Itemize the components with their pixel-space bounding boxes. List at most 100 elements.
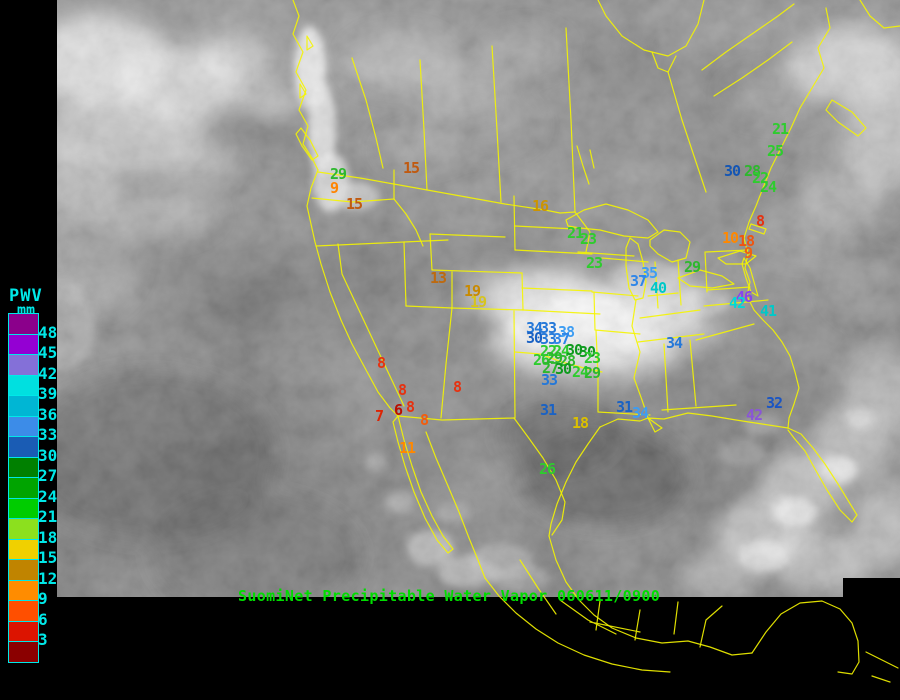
- legend-tick-label: 30: [38, 445, 58, 465]
- station-value: 24: [553, 342, 570, 360]
- station-value: 29: [330, 165, 347, 183]
- station-value: 32: [766, 394, 782, 412]
- station-value: 37: [553, 330, 569, 348]
- station-value: 31: [540, 401, 557, 419]
- legend-tick-label: 12: [38, 568, 58, 588]
- station-value: 34: [666, 334, 683, 352]
- legend-tick-label: 9: [38, 589, 48, 608]
- station-value: 37: [630, 272, 646, 290]
- station-value: 9: [330, 179, 339, 197]
- station-value: 29: [546, 349, 563, 367]
- station-value: 29: [684, 258, 701, 276]
- legend-tick-label: 36: [38, 404, 58, 424]
- legend-swatch: [8, 395, 39, 417]
- station-value: 42: [746, 406, 762, 424]
- station-value: 40: [650, 279, 667, 297]
- station-value: 30: [555, 360, 572, 378]
- station-value: 46: [736, 288, 753, 306]
- legend-swatch: [8, 620, 39, 643]
- legend-tick-label: 21: [38, 507, 58, 526]
- station-value: 30: [579, 343, 596, 361]
- legend-swatch: [8, 497, 39, 520]
- legend-swatch: [8, 354, 39, 376]
- station-value: 27: [542, 359, 558, 377]
- legend-swatch: [8, 538, 39, 561]
- station-value: 8: [398, 381, 407, 399]
- station-value: 16: [532, 197, 549, 215]
- station-value: 15: [403, 159, 420, 177]
- station-value: 18: [572, 414, 589, 432]
- station-value: 28: [744, 162, 761, 180]
- legend-swatch: [8, 456, 39, 479]
- station-value: 38: [558, 323, 575, 341]
- station-value: 33: [541, 371, 558, 389]
- station-value: 18: [738, 232, 755, 250]
- legend-swatch: [8, 600, 39, 622]
- bottom-black-band: [0, 597, 900, 700]
- station-value: 30: [566, 341, 583, 359]
- station-value: 7: [375, 407, 383, 425]
- station-value: 34: [632, 404, 649, 422]
- station-value: 26: [539, 460, 556, 478]
- station-value: 8: [406, 398, 415, 416]
- image-caption: SuomiNet Precipitable Water Vapor 060611…: [238, 587, 661, 605]
- station-value: 22: [540, 342, 556, 360]
- station-value: 10: [722, 229, 739, 247]
- legend-tick-label: 18: [38, 527, 58, 547]
- station-value: 22: [752, 169, 768, 187]
- map-boundaries: [292, 0, 900, 683]
- station-value: 41: [760, 302, 777, 320]
- station-value: 6: [394, 401, 403, 419]
- legend-tick-label: 39: [38, 384, 58, 403]
- station-value: 30: [526, 329, 543, 347]
- legend-swatch: [8, 415, 39, 438]
- station-value: 30: [724, 162, 741, 180]
- legend-tick-label: 15: [38, 548, 58, 567]
- station-value: 11: [399, 439, 416, 457]
- station-value: 23: [584, 349, 601, 367]
- legend-tick-label: 48: [38, 322, 58, 342]
- station-value: 21: [772, 120, 789, 138]
- legend-tick-label: 33: [38, 425, 58, 444]
- station-value: 42: [729, 294, 745, 312]
- station-value: 31: [616, 398, 633, 416]
- legend-swatch: [8, 518, 39, 540]
- legend-swatch: [8, 313, 39, 335]
- station-value: 15: [346, 195, 363, 213]
- legend-swatch: [8, 559, 39, 581]
- station-value: 8: [453, 378, 462, 396]
- station-value: 23: [580, 230, 597, 248]
- station-value: 8: [377, 354, 386, 372]
- station-value: 33: [540, 319, 557, 337]
- station-value: 13: [430, 269, 447, 287]
- station-value: 21: [567, 224, 584, 242]
- station-value: 19: [464, 282, 481, 300]
- legend-swatch: [8, 579, 39, 602]
- legend-tick-label: 42: [38, 363, 58, 383]
- legend-tick-label: 27: [38, 466, 58, 485]
- station-value: 24: [760, 178, 777, 196]
- station-value: 23: [586, 254, 603, 272]
- station-value: 24: [572, 363, 589, 381]
- satellite-image: [57, 0, 900, 597]
- station-value: 26: [533, 351, 550, 369]
- station-value: 25: [767, 142, 784, 160]
- legend-tick-label: 6: [38, 609, 48, 629]
- legend-swatch: [8, 477, 39, 499]
- legend-swatch: [8, 436, 39, 458]
- station-value: 34: [526, 319, 543, 337]
- legend-title: PWV: [9, 286, 43, 306]
- legend-swatch: [8, 333, 39, 356]
- station-value: 8: [756, 212, 765, 230]
- legend-tick-label: 45: [38, 343, 58, 362]
- station-value: 9: [744, 244, 753, 262]
- legend-swatch: [8, 374, 39, 397]
- station-value: 19: [470, 293, 487, 311]
- station-value: 33: [540, 330, 557, 348]
- legend-swatch: [8, 641, 39, 663]
- legend-tick-label: 3: [38, 630, 48, 649]
- station-value: 35: [641, 264, 658, 282]
- station-value: 8: [420, 411, 429, 429]
